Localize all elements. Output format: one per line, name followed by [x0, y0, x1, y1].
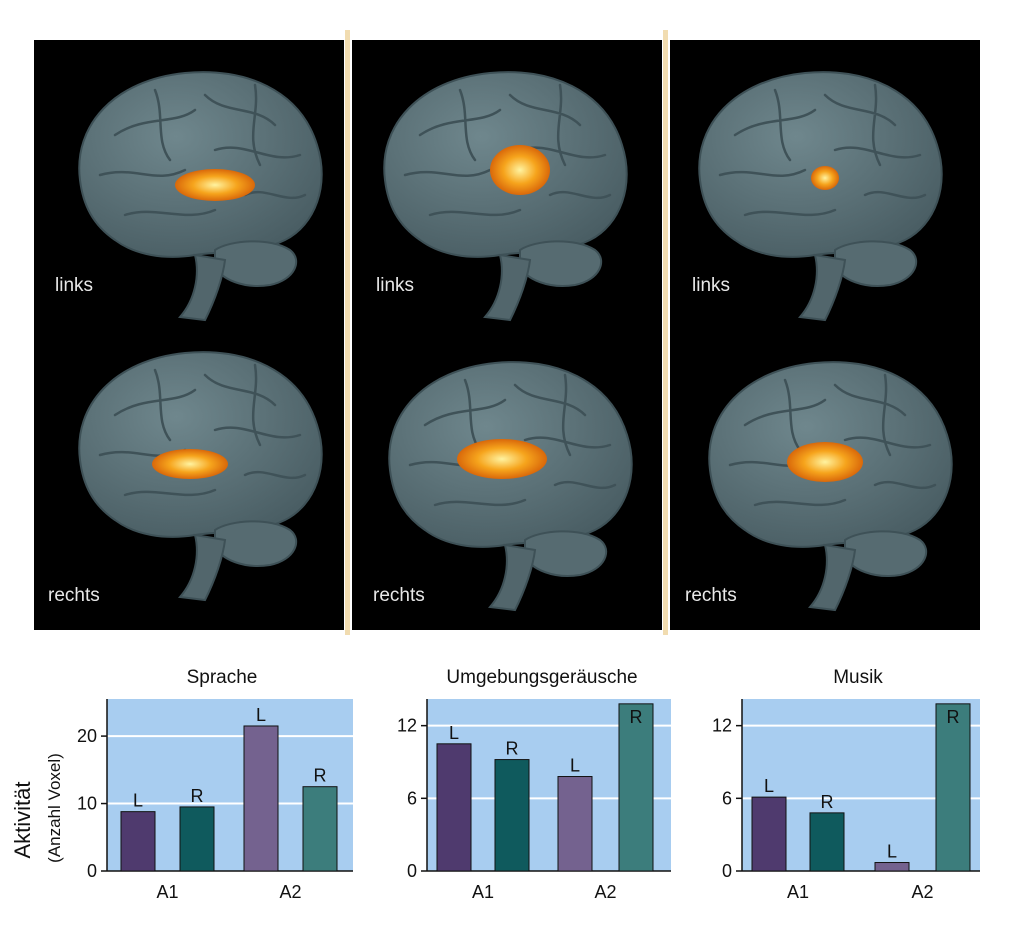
bar-label-1-2: R: [191, 786, 204, 806]
hemisphere-label-links-1: links: [55, 275, 93, 296]
bar-label-1-1: L: [133, 791, 143, 811]
hemisphere-label-links-3: links: [692, 275, 730, 296]
chart-title-2: Umgebungsgeräusche: [446, 667, 637, 688]
x-category-label-3-1: A1: [787, 882, 809, 902]
bar-label-2-4: R: [630, 707, 643, 727]
y-axis-sublabel: (Anzahl Voxel): [45, 753, 64, 863]
bar-3-1: [751, 796, 787, 872]
x-category-label-1-2: A2: [279, 882, 301, 902]
activation-spot-1-links: [175, 169, 255, 201]
bar-label-2-3: L: [570, 756, 580, 776]
y-tick-label-1-0: 0: [87, 861, 97, 881]
y-tick-label-1-20: 20: [77, 726, 97, 746]
bar-1-1: [120, 811, 156, 872]
chart-title-3: Musik: [833, 667, 883, 688]
hemisphere-label-rechts-1: rechts: [48, 585, 100, 606]
bar-label-1-4: R: [314, 766, 327, 786]
bar-1-2: [179, 806, 215, 872]
separator-2: [663, 30, 668, 635]
y-tick-label-3-0: 0: [722, 861, 732, 881]
bar-1-4: [302, 786, 338, 872]
bar-2-3: [557, 776, 593, 872]
bar-label-2-2: R: [506, 739, 519, 759]
x-category-label-2-2: A2: [594, 882, 616, 902]
bar-label-3-2: R: [821, 792, 834, 812]
bar-3-4: [935, 703, 971, 872]
bar-label-2-1: L: [449, 723, 459, 743]
y-tick-label-1-10: 10: [77, 794, 97, 814]
bar-label-3-4: R: [947, 707, 960, 727]
activation-spot-3-links: [811, 166, 839, 190]
activation-spot-2-rechts: [457, 439, 547, 479]
separator-1: [345, 30, 350, 635]
activation-spot-3-rechts: [787, 442, 863, 482]
hemisphere-label-rechts-3: rechts: [685, 585, 737, 606]
bar-label-3-3: L: [887, 842, 897, 862]
activation-spot-1-rechts: [152, 449, 228, 479]
y-tick-label-3-6: 6: [722, 788, 732, 808]
activation-spot-2-links: [490, 145, 550, 195]
bar-2-2: [494, 759, 530, 872]
hemisphere-label-links-2: links: [376, 275, 414, 296]
x-category-label-1-1: A1: [156, 882, 178, 902]
bar-3-2: [809, 812, 845, 872]
bar-2-1: [436, 743, 472, 872]
bar-2-4: [618, 703, 654, 872]
chart-title-1: Sprache: [187, 667, 258, 688]
hemisphere-label-rechts-2: rechts: [373, 585, 425, 606]
brain-figure: links rechts links rechts links rechts: [34, 30, 980, 635]
bar-3-3: [874, 862, 910, 872]
x-category-label-3-2: A2: [911, 882, 933, 902]
y-tick-label-2-0: 0: [407, 861, 417, 881]
bar-label-3-1: L: [764, 776, 774, 796]
bar-label-1-3: L: [256, 705, 266, 725]
bar-1-3: [243, 725, 279, 872]
y-tick-label-2-12: 12: [397, 716, 417, 736]
y-axis-label: Aktivität: [10, 781, 35, 858]
x-category-label-2-1: A1: [472, 882, 494, 902]
y-tick-label-3-12: 12: [712, 716, 732, 736]
y-tick-label-2-6: 6: [407, 788, 417, 808]
